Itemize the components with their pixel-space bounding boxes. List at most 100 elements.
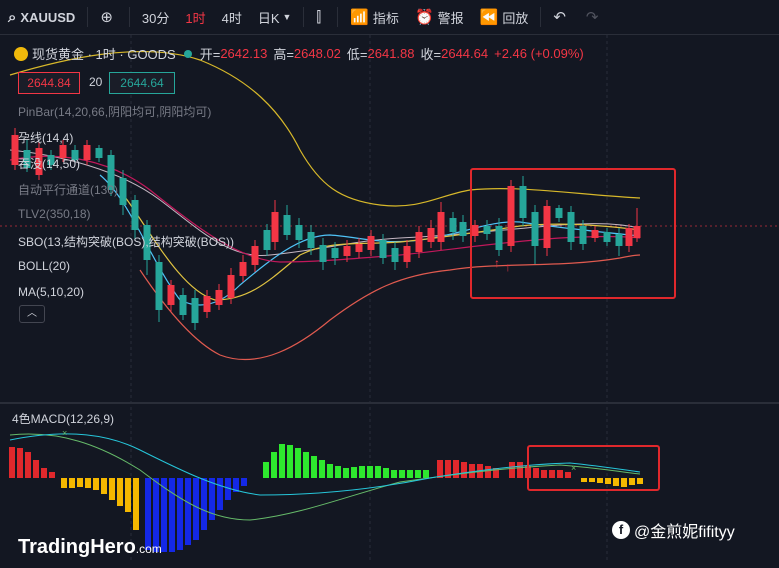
- candle-body: [263, 230, 271, 250]
- candle-body: [507, 186, 515, 246]
- indicator-engulfing[interactable]: 吞没(14,50): [18, 157, 81, 171]
- divider: [337, 7, 339, 27]
- interval-label: 4时: [221, 10, 242, 26]
- gold-coin-icon: [14, 46, 28, 61]
- candlestick-series: [11, 128, 641, 330]
- interval-30m[interactable]: 30分: [134, 0, 177, 34]
- cross-marker: ×: [571, 463, 576, 473]
- compare-button[interactable]: ⊕: [92, 0, 125, 34]
- candle-body: [603, 232, 611, 242]
- up-arrow-marker: ↑: [505, 260, 511, 274]
- alarm-clock-icon: ⏰: [414, 9, 434, 26]
- indicator-auto-channel[interactable]: 自动平行通道(130): [18, 183, 119, 197]
- status-dot: [183, 49, 192, 58]
- price-highlight-box: [470, 168, 676, 299]
- macd-bar: [69, 478, 75, 488]
- spread-value: 20: [89, 75, 103, 89]
- indicator-tlv2[interactable]: TLV2(350,18): [18, 207, 91, 221]
- chevron-up-icon: ︿: [27, 308, 37, 319]
- divider: [87, 7, 89, 27]
- divider: [540, 7, 542, 27]
- macd-bar: [201, 478, 207, 530]
- indicators-button[interactable]: 📶 指标: [342, 0, 407, 34]
- undo-button[interactable]: ↶: [545, 0, 578, 34]
- candle-body: [379, 240, 387, 258]
- macd-bar: [407, 470, 413, 478]
- logo-main: TradingHero: [18, 536, 136, 558]
- macd-bar: [367, 466, 373, 478]
- macd-bar: [225, 478, 231, 500]
- macd-bar: [581, 478, 587, 482]
- macd-bar: [335, 466, 341, 478]
- lower-band-line: [139, 254, 641, 360]
- open-value: 2642.13: [220, 46, 268, 61]
- macd-bar: [533, 468, 539, 478]
- macd-bar: [469, 464, 475, 478]
- candle-body: [331, 248, 339, 258]
- undo-icon: ↶: [553, 9, 566, 26]
- macd-bar: [41, 468, 47, 478]
- interval-label: 日K: [257, 10, 280, 26]
- author-watermark: f @金煎妮fifityy: [612, 518, 735, 542]
- macd-bar: [279, 444, 285, 478]
- candle-body: [495, 226, 503, 250]
- macd-bar: [565, 472, 571, 478]
- candle-body: [47, 155, 55, 165]
- candle-body: [295, 225, 303, 240]
- macd-bar: [185, 478, 191, 545]
- sell-price-button[interactable]: 2644.84: [18, 72, 80, 94]
- candle-body: [191, 298, 199, 323]
- indicators-icon: 📶: [350, 9, 369, 26]
- high-value: 2648.02: [293, 46, 341, 61]
- macd-bar: [319, 460, 325, 478]
- macd-bar: [93, 478, 99, 490]
- macd-bar: [351, 467, 357, 478]
- macd-bar: [359, 466, 365, 478]
- macd-bar: [33, 460, 39, 478]
- macd-histogram: [9, 444, 643, 552]
- replay-button[interactable]: ⏪ 回放: [472, 0, 537, 34]
- indicator-sbo[interactable]: SBO(13,结构突破(BOS),结构突破(BOS)): [18, 235, 235, 249]
- interval-1h[interactable]: 1时: [177, 0, 213, 34]
- buy-price-button[interactable]: 2644.64: [109, 72, 175, 94]
- close-value: 2644.64: [441, 46, 489, 61]
- divider: [128, 7, 130, 27]
- indicator-ma[interactable]: MA(5,10,20): [18, 285, 85, 299]
- upper-band-line: [9, 51, 641, 207]
- candle-body: [131, 200, 139, 230]
- macd-indicator-label[interactable]: 4色MACD(12,26,9): [12, 412, 115, 426]
- candle-body: [543, 206, 551, 248]
- macd-bar: [85, 478, 91, 488]
- candle-body: [95, 148, 103, 158]
- rewind-icon: ⏪: [479, 9, 499, 26]
- collapse-indicators-button[interactable]: ︿: [19, 305, 45, 323]
- macd-bar: [445, 460, 451, 478]
- candle-type-button[interactable]: ⫿: [308, 0, 333, 34]
- macd-bar: [327, 464, 333, 478]
- high-label: 高=: [273, 47, 294, 62]
- indicator-inside-bar[interactable]: 孕线(14,4): [18, 131, 74, 145]
- indicator-boll[interactable]: BOLL(20): [18, 259, 71, 273]
- chart-legend: 现货黄金 · 1时 · GOODS 开= 2642.13 高= 2648.02 低=…: [14, 44, 590, 63]
- interval-dropdown[interactable]: 日K ▼: [250, 0, 300, 34]
- macd-bar: [217, 478, 223, 510]
- candle-body: [215, 290, 223, 305]
- macd-bar: [605, 478, 611, 484]
- interval-4h[interactable]: 4时: [214, 0, 250, 34]
- candle-body: [167, 285, 175, 305]
- candle-body: [591, 230, 599, 238]
- candle-body: [271, 212, 279, 242]
- ma-yellow-line: [119, 189, 641, 301]
- candle-body: [143, 225, 151, 260]
- indicator-pinbar[interactable]: PinBar(14,20,66,阴阳均可,阴阳均可): [18, 105, 212, 119]
- indicators-label: 指标: [372, 10, 399, 26]
- alerts-button[interactable]: ⏰ 警报: [407, 0, 472, 34]
- symbol-search[interactable]: ⌕ XAUUSD: [0, 0, 83, 34]
- candle-body: [403, 246, 411, 262]
- candle-body: [119, 178, 127, 205]
- change-value: +2.46 (+0.09%): [494, 46, 584, 61]
- macd-bar: [549, 470, 555, 478]
- redo-button[interactable]: ↷: [578, 0, 611, 34]
- macd-bar: [263, 462, 269, 478]
